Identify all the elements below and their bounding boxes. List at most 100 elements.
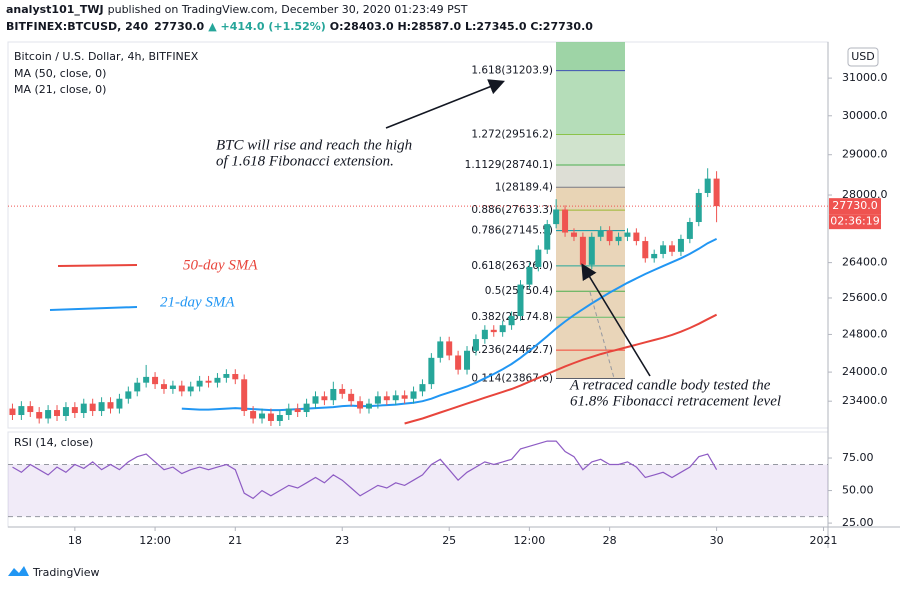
- main-plot: [8, 168, 828, 426]
- candle-body: [303, 403, 310, 413]
- candle-body: [562, 209, 569, 233]
- fib-label: 1.272(29516.2): [471, 128, 553, 140]
- candle-body: [651, 253, 658, 259]
- annotation: A retraced candle body tested the: [569, 377, 771, 393]
- legend-entry: MA (21, close, 0): [14, 83, 106, 96]
- fib-band: [556, 317, 625, 351]
- candle-body: [267, 413, 274, 421]
- x-tick-label: 21: [228, 534, 242, 547]
- fib-label: 0.786(27145.5): [471, 225, 553, 237]
- candle-body: [713, 178, 720, 207]
- candle-body: [134, 382, 141, 392]
- fib-label: 1.1129(28740.1): [465, 159, 553, 171]
- fib-label: 0.886(27633.3): [471, 204, 553, 216]
- axes: 31000.0 30000.0 29000.0 28000.0 26400.0 25600…: [68, 71, 888, 547]
- candle-body: [9, 408, 16, 416]
- candle-body: [606, 230, 613, 242]
- fib-band: [556, 70, 625, 135]
- candle-body: [704, 178, 711, 193]
- candle-body: [544, 224, 551, 250]
- candle-body: [294, 408, 301, 413]
- fib-label: 0.236(24462.7): [471, 344, 553, 356]
- candle-body: [642, 241, 649, 259]
- rsi-band: [8, 464, 828, 517]
- change: ▲ +414.0 (+1.52%): [208, 20, 326, 33]
- candle-body: [374, 396, 381, 404]
- x-tick-label: 18: [68, 534, 82, 547]
- candle-body: [686, 222, 693, 239]
- candle-body: [633, 232, 640, 242]
- y-tick-label: 29000.0: [842, 148, 888, 161]
- header-line-1: analyst101_TWJ published on TradingView.c…: [6, 3, 468, 16]
- currency: USD: [851, 50, 875, 63]
- y-tick-label: 50.00: [842, 484, 874, 497]
- rsi-title: RSI (14, close): [14, 436, 93, 449]
- candle-body: [517, 284, 524, 317]
- candle-body: [392, 395, 399, 401]
- candle-body: [677, 238, 684, 252]
- candle-body: [570, 232, 577, 237]
- candle-body: [579, 236, 586, 265]
- candle-body: [401, 395, 408, 399]
- candle-body: [428, 357, 435, 385]
- sma50-sample: [57, 264, 138, 267]
- published: published on TradingView.com, December 3…: [108, 3, 468, 16]
- header-line-2: BITFINEX:BTCUSD, 240 27730.0 ▲ +414.0 (+1.…: [6, 20, 593, 33]
- legend: MA (50, close, 0) MA (21, close, 0): [14, 67, 106, 96]
- candle-body: [446, 341, 453, 356]
- price-tag: [829, 198, 881, 215]
- legend-entry: MA (50, close, 0): [14, 67, 106, 80]
- y-tick-label: 30000.0: [842, 109, 888, 122]
- candle-body: [660, 245, 667, 254]
- candle-body: [455, 355, 462, 370]
- candle-body: [143, 376, 150, 383]
- x-tick-label: 30: [710, 534, 724, 547]
- y-tick-label: 24000.0: [842, 365, 888, 378]
- fib-band: [556, 42, 625, 71]
- candle-body: [276, 415, 283, 421]
- y-tick-label: 75.00: [842, 451, 874, 464]
- candle-body: [615, 236, 622, 242]
- candle-body: [490, 329, 497, 333]
- candle-body: [472, 339, 479, 351]
- candle-body: [588, 236, 595, 265]
- fib-band: [556, 165, 625, 188]
- fibonacci-tool: 1.618(31203.9) 1.272(29516.2) 1.1129(28740…: [465, 42, 625, 384]
- candle-body: [45, 410, 52, 419]
- candle-body: [18, 406, 25, 416]
- y-tick-label: 25600.0: [842, 291, 888, 304]
- price: 27730.0: [154, 20, 204, 33]
- annotation-arrow: [581, 263, 651, 377]
- projection-line: [589, 291, 615, 379]
- fib-band: [556, 134, 625, 166]
- x-tick-label: 12:00: [139, 534, 171, 547]
- y-tick-label: 24800.0: [842, 327, 888, 340]
- candle-body: [553, 209, 560, 225]
- candle-body: [187, 386, 194, 392]
- x-tick-label: 25: [442, 534, 456, 547]
- annotation: of 1.618 Fibonacci extension.: [216, 153, 394, 169]
- fib-band: [556, 350, 625, 379]
- x-tick-label: 28: [603, 534, 617, 547]
- symbol-title: Bitcoin / U.S. Dollar, 4h, BITFINEX: [14, 50, 199, 63]
- candle-body: [535, 249, 542, 267]
- countdown-tag: [829, 214, 881, 230]
- author: analyst101_TWJ: [6, 3, 104, 16]
- fib-band: [556, 187, 625, 211]
- candle-body: [481, 329, 488, 340]
- candle-body: [125, 391, 132, 399]
- candle-body: [464, 350, 471, 370]
- y-tick-label: 23400.0: [842, 394, 888, 407]
- symbol: BITFINEX:BTCUSD, 240: [6, 20, 148, 33]
- y-tick-label: 31000.0: [842, 71, 888, 84]
- sma21-label: 21-day SMA: [160, 294, 235, 310]
- y-tick-label: 28000.0: [842, 188, 888, 201]
- candle-body: [259, 413, 266, 419]
- currency-box: [847, 47, 879, 67]
- candle-body: [365, 403, 372, 409]
- fib-label: 1(28189.4): [495, 181, 553, 193]
- annotation: BTC will rise and reach the high: [216, 137, 412, 153]
- candle-body: [348, 393, 355, 402]
- candle-body: [330, 388, 337, 401]
- candle-body: [205, 380, 212, 383]
